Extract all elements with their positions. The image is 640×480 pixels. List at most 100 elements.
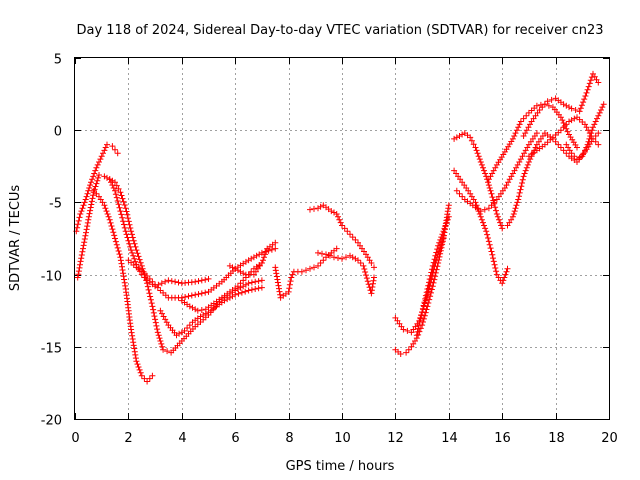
data-point [176,330,183,337]
data-point [125,215,131,222]
data-point [255,278,262,285]
data-point [585,83,592,90]
data-point [369,284,376,290]
data-point [132,351,139,358]
data-point [85,187,92,194]
data-point [481,222,487,229]
data-point [529,150,536,157]
data-point [128,247,135,254]
data-point [578,102,585,109]
data-point [589,127,596,134]
data-point [485,182,492,189]
data-point [144,283,151,290]
data-point [104,141,110,148]
data-point [92,183,99,190]
data-point [588,130,595,137]
series-track [525,114,602,160]
data-point [111,232,118,239]
data-point [147,293,154,300]
data-point [492,204,499,211]
data-point [571,115,578,122]
data-point [568,150,575,157]
data-point [154,329,161,336]
data-point [436,239,443,246]
data-point [453,134,460,141]
data-point [113,194,120,201]
data-point [95,174,102,181]
data-point [129,231,135,238]
data-point [521,170,528,177]
data-point [487,187,494,194]
data-point [582,147,588,154]
y-tick-label: -20 [41,414,62,429]
data-point [143,277,150,284]
data-point [129,249,136,256]
x-tick-label: 0 [71,431,79,446]
data-point [229,264,236,271]
data-point [548,96,555,103]
data-point [162,278,169,285]
series-track [272,245,340,301]
data-point [136,256,143,263]
data-point [516,193,522,200]
data-point [105,213,112,220]
data-point [76,214,83,221]
data-point [112,179,118,186]
data-point [78,252,85,258]
data-point [86,210,93,217]
data-point [400,326,407,333]
data-point [137,259,144,266]
data-point [136,366,143,373]
data-point [598,107,604,113]
data-point [154,326,161,333]
data-point [557,144,564,151]
data-point [98,153,105,160]
data-point [272,245,279,252]
data-point [181,327,188,334]
data-point [600,101,607,108]
data-point [435,242,442,249]
data-point [580,99,587,106]
data-point [93,190,100,197]
data-point [115,185,122,192]
data-point [563,121,570,128]
data-point [144,378,151,385]
data-point [560,147,567,154]
data-point [347,231,353,238]
y-tick-label: -10 [41,270,62,285]
data-point [574,144,580,151]
data-point [512,130,519,137]
data-point [152,316,159,323]
data-point [124,234,131,241]
data-point [75,217,82,224]
data-point [152,319,159,326]
data-point [514,199,521,206]
data-point [138,262,145,269]
data-point [522,167,529,174]
data-point [276,288,283,295]
data-point [443,219,450,226]
data-point [590,124,596,131]
data-point [595,79,602,86]
x-tick-label: 2 [124,431,132,446]
data-point [339,222,345,229]
data-point [273,270,280,277]
data-point [474,150,481,157]
data-point [564,128,571,135]
data-point [90,173,97,180]
data-point [83,229,89,236]
data-point [516,189,523,196]
data-point [285,288,292,295]
data-point [115,201,122,208]
data-point [121,224,128,231]
data-point [154,284,161,291]
data-point [104,174,110,181]
data-point [74,224,81,231]
data-point [432,252,439,259]
data-point [413,332,420,339]
data-point [416,319,423,325]
data-point [117,189,124,196]
data-point [544,98,551,105]
y-tick-label: 0 [54,125,62,140]
data-point [122,205,129,212]
